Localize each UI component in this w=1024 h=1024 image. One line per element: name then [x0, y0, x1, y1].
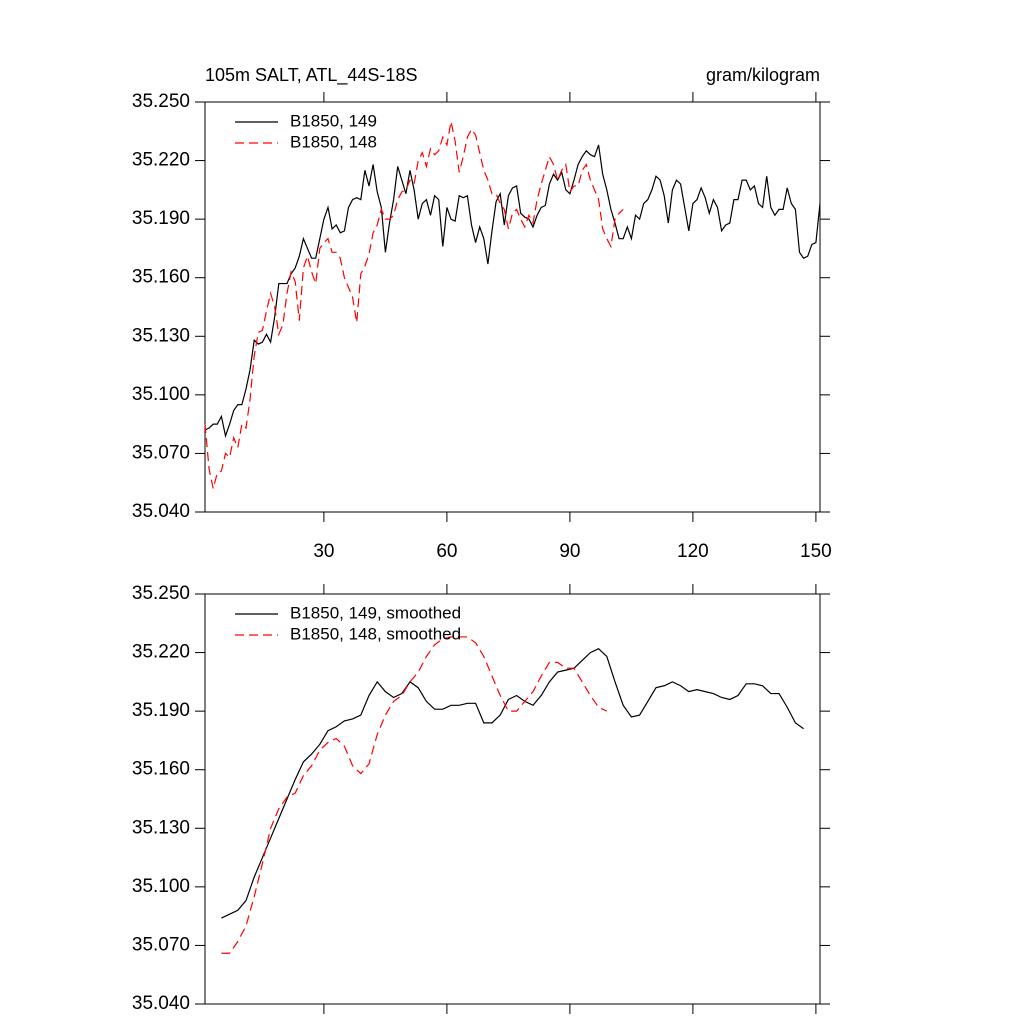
legend-label: B1850, 149 — [290, 111, 377, 130]
y-tick-label: 35.100 — [132, 384, 190, 405]
series-line — [221, 647, 804, 919]
chart-title: 105m SALT, ATL_44S-18S — [205, 65, 417, 86]
y-tick-label: 35.070 — [132, 442, 190, 463]
series-line — [204, 121, 624, 489]
y-tick-label: 35.190 — [132, 700, 190, 721]
y-tick-label: 35.070 — [132, 934, 190, 955]
y-tick-label: 35.130 — [132, 817, 190, 838]
y-tick-label: 35.220 — [132, 642, 190, 663]
legend-label: B1850, 149, smoothed — [290, 603, 461, 622]
legend-label: B1850, 148, smoothed — [290, 624, 461, 643]
y-tick-label: 35.220 — [132, 150, 190, 171]
y-tick-label: 35.250 — [132, 91, 190, 112]
y-tick-label: 35.250 — [132, 583, 190, 604]
y-tick-label: 35.100 — [132, 876, 190, 897]
plot-frame — [204, 101, 821, 513]
y-tick-label: 35.130 — [132, 325, 190, 346]
legend-label: B1850, 148 — [290, 132, 377, 151]
series-line — [221, 636, 608, 954]
panel: 105m SALT, ATL_44S-18S gram/kilogram 35.04… — [132, 65, 832, 562]
y-tick-label: 35.160 — [132, 759, 190, 780]
x-tick-label: 90 — [559, 541, 580, 562]
y-tick-label: 35.040 — [132, 501, 190, 522]
series-line — [204, 144, 821, 439]
y-tick-label: 35.160 — [132, 267, 190, 288]
x-tick-label: 120 — [677, 541, 709, 562]
x-tick-label: 150 — [800, 541, 832, 562]
y-tick-label: 35.040 — [132, 993, 190, 1014]
plot-frame — [204, 593, 821, 1005]
panel: 35.040 35.070 35.100 35.130 35.160 35.190 35.2… — [132, 583, 830, 1014]
x-tick-label: 30 — [313, 541, 334, 562]
y-tick-label: 35.190 — [132, 208, 190, 229]
x-tick-label: 60 — [436, 541, 457, 562]
units-title: gram/kilogram — [706, 65, 820, 85]
